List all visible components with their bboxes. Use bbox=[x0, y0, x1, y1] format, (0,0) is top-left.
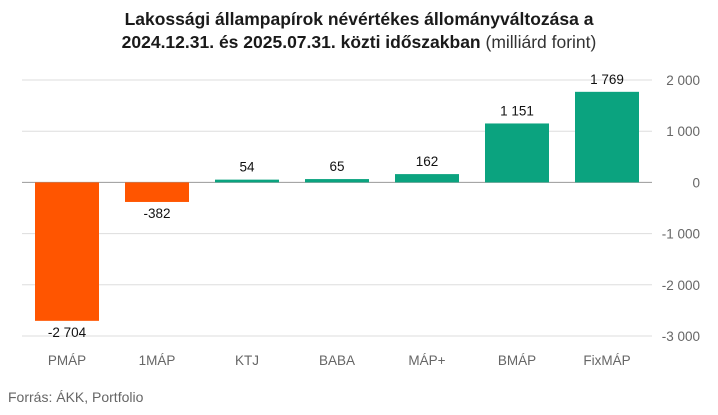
data-label: 1 151 bbox=[500, 103, 534, 118]
labels: -2 704 PMÁP -382 1MÁP 54 KTJ 65 BABA 162 MÁP+ 1 15… bbox=[48, 72, 631, 368]
data-label: 1 769 bbox=[590, 72, 624, 87]
title-line-2-bold: 2024.12.31. és 2025.07.31. közti időszak… bbox=[121, 32, 481, 52]
y-tick-label: 0 bbox=[692, 175, 700, 190]
bar bbox=[395, 174, 459, 183]
bar bbox=[305, 179, 369, 183]
source-note: Forrás: ÁKK, Portfolio bbox=[8, 389, 144, 405]
bar bbox=[575, 91, 639, 183]
y-tick-label: -2 000 bbox=[662, 278, 700, 293]
title-line-1: Lakossági állampapírok névértékes állomá… bbox=[124, 9, 594, 29]
x-tick-label: MÁP+ bbox=[408, 353, 445, 368]
x-tick-label: BMÁP bbox=[498, 353, 536, 368]
data-label: 54 bbox=[239, 160, 255, 175]
bar bbox=[485, 123, 549, 183]
bar bbox=[35, 182, 99, 321]
x-tick-label: KTJ bbox=[235, 353, 259, 368]
x-tick-label: 1MÁP bbox=[139, 353, 176, 368]
bar bbox=[125, 182, 189, 202]
x-tick-label: PMÁP bbox=[48, 353, 86, 368]
y-tick-label: 1 000 bbox=[666, 124, 700, 139]
y-tick-label: -3 000 bbox=[662, 329, 700, 344]
bars bbox=[35, 91, 639, 321]
data-label: -382 bbox=[143, 206, 170, 221]
y-tick-label: 2 000 bbox=[666, 73, 700, 88]
data-label: 65 bbox=[329, 159, 344, 174]
title-unit: (milliárd forint) bbox=[485, 32, 597, 52]
x-tick-label: BABA bbox=[319, 353, 355, 368]
data-label: -2 704 bbox=[48, 325, 87, 340]
title-line-2: 2024.12.31. és 2025.07.31. közti időszak… bbox=[0, 31, 718, 54]
chart-title: Lakossági állampapírok névértékes állomá… bbox=[0, 8, 718, 54]
bar bbox=[215, 179, 279, 183]
data-label: 162 bbox=[416, 154, 439, 169]
y-tick-label: -1 000 bbox=[662, 227, 700, 242]
x-tick-label: FixMÁP bbox=[583, 353, 630, 368]
